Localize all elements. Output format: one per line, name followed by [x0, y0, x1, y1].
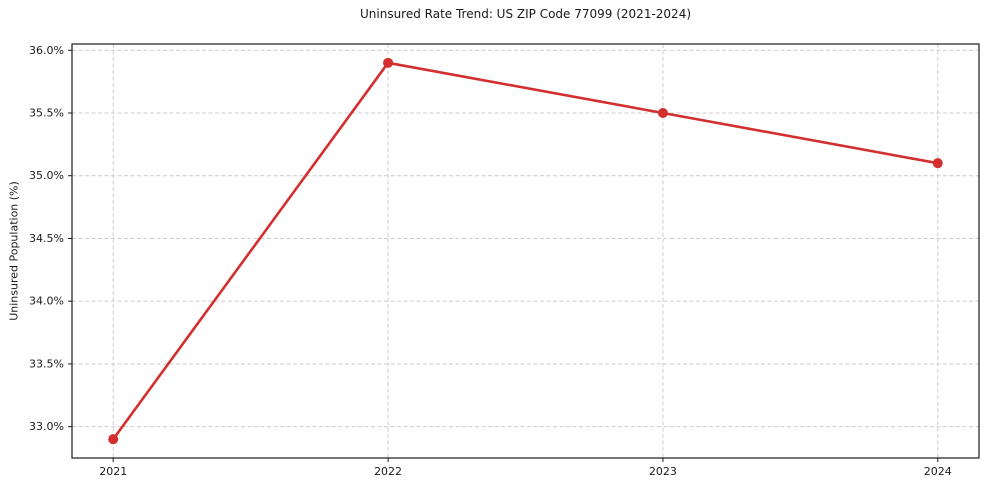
x-tick-label: 2024: [924, 465, 952, 478]
x-tick-label: 2023: [649, 465, 677, 478]
y-tick-label: 34.5%: [29, 232, 64, 245]
chart-title: Uninsured Rate Trend: US ZIP Code 77099 …: [359, 7, 692, 21]
trend-line: [111, 61, 940, 441]
data-point-2022: [383, 57, 394, 68]
y-axis-label: Uninsured Population (%): [7, 181, 21, 321]
data-point-2021: [108, 434, 119, 445]
x-tick-label: 2021: [99, 465, 127, 478]
y-tick-label: 36.0%: [29, 44, 64, 57]
x-tick-label: 2022: [374, 465, 402, 478]
data-point-2023: [657, 108, 668, 118]
plot-frame: [71, 43, 980, 459]
y-tick-label: 33.5%: [29, 357, 64, 370]
y-tick-label: 35.5%: [29, 107, 64, 120]
y-tick-label: 35.0%: [29, 169, 64, 182]
y-tick-label: 33.0%: [29, 420, 64, 433]
data-point-2024: [932, 158, 943, 169]
y-tick-label: 34.0%: [29, 295, 64, 308]
